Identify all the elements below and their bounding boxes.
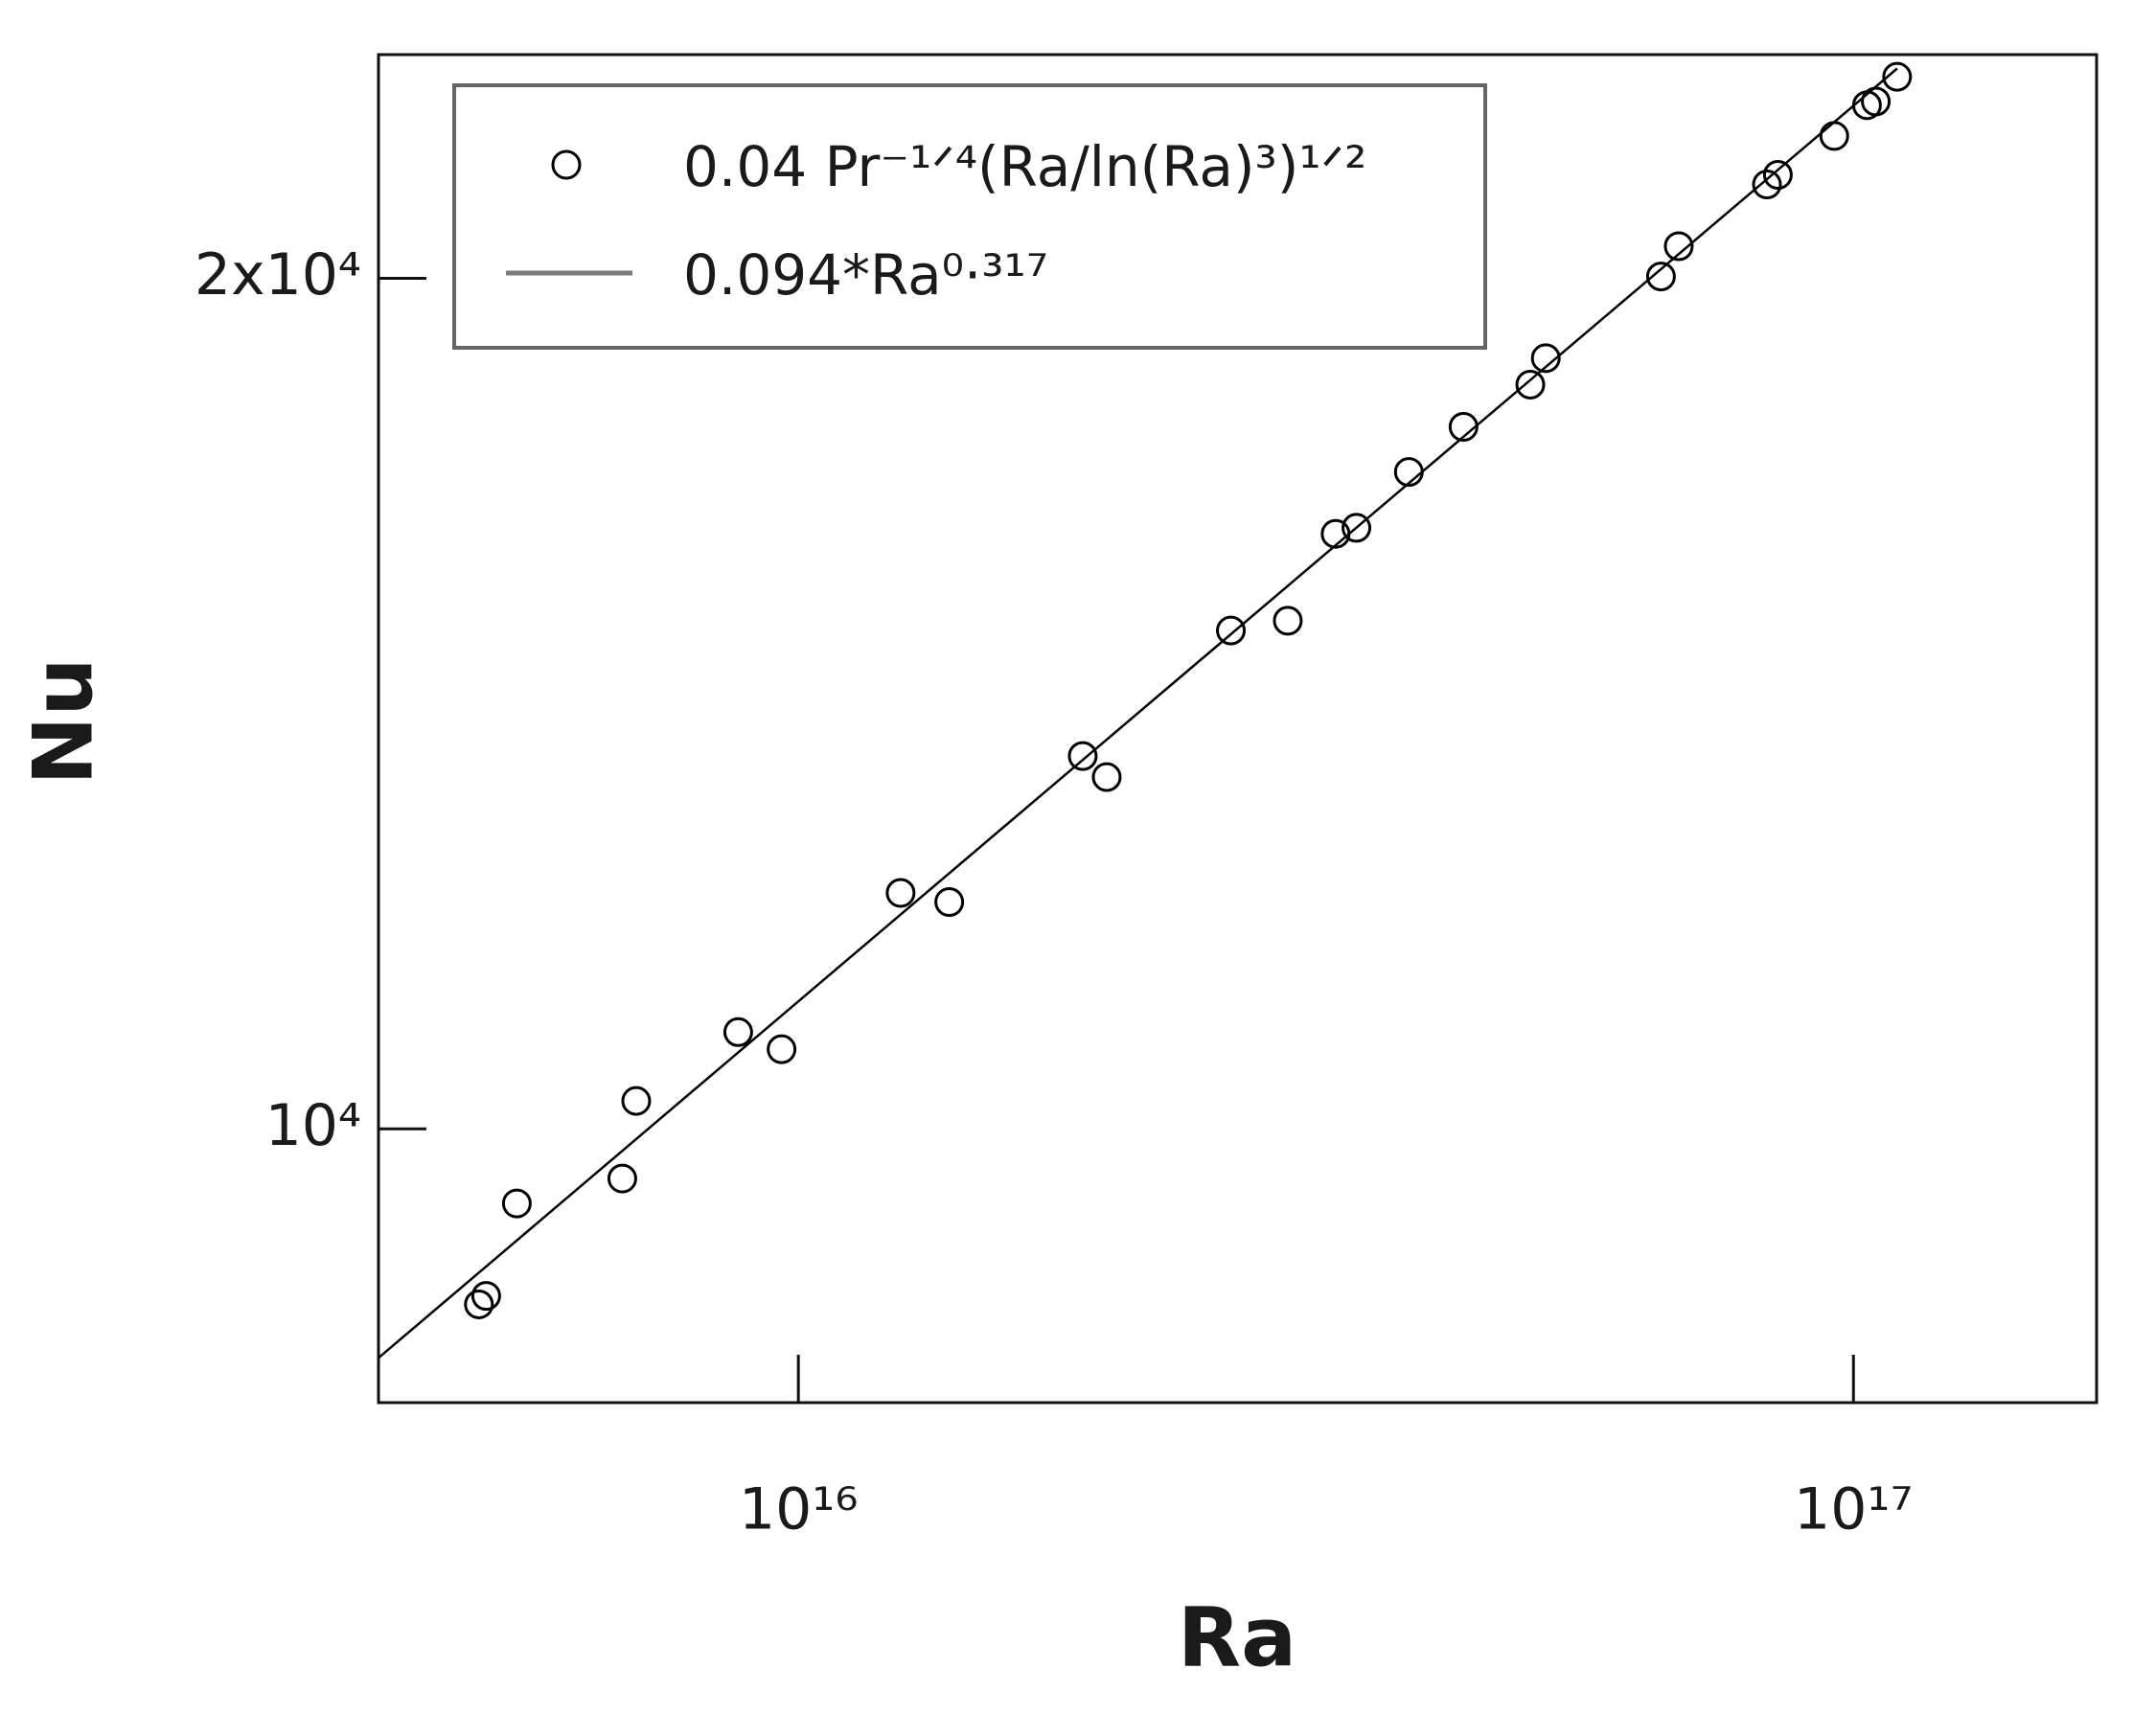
scatter-point	[1530, 343, 1561, 374]
x-tick-label: 10¹⁷	[1794, 1476, 1913, 1543]
fit-line	[378, 67, 1898, 1360]
scatter-point	[1216, 615, 1247, 646]
scatter-point	[607, 1163, 637, 1194]
y-tick-label: 10⁴	[265, 1092, 361, 1159]
scatter-point	[722, 1017, 753, 1047]
scatter-point	[1663, 231, 1694, 262]
scatter-point	[1882, 61, 1913, 92]
x-tick-label: 10¹⁶	[739, 1476, 858, 1543]
plot-frame	[377, 53, 2099, 1405]
scatter-point	[1762, 159, 1793, 190]
scatter-point	[1752, 170, 1782, 200]
scatter-point	[885, 878, 916, 908]
y-axis-title: Nu	[15, 657, 111, 785]
legend-label: 0.04 Pr⁻¹ᐟ⁴(Ra/ln(Ra)³)¹ᐟ²	[683, 134, 1366, 199]
scatter-point	[464, 1289, 494, 1319]
legend-label: 0.094*Ra⁰·³¹⁷	[683, 242, 1048, 308]
scatter-point	[1861, 86, 1892, 117]
scatter-point	[1091, 762, 1122, 792]
scatter-point	[501, 1188, 532, 1219]
scatter-point	[1342, 513, 1372, 543]
legend-marker	[551, 149, 582, 180]
scatter-point	[621, 1086, 652, 1116]
x-axis-title: Ra	[1178, 1589, 1296, 1685]
scatter-point	[470, 1281, 501, 1312]
scatter-point	[767, 1034, 797, 1064]
scatter-point	[1819, 121, 1849, 151]
scatter-point	[1273, 606, 1303, 636]
scatter-point	[1645, 262, 1676, 292]
scatter-point	[1067, 741, 1098, 771]
y-tick-label: 2x10⁴	[195, 241, 361, 309]
scatter-point	[934, 887, 965, 918]
scatter-point	[1515, 369, 1546, 400]
scatter-point	[1393, 457, 1424, 488]
legend-box	[452, 83, 1487, 350]
